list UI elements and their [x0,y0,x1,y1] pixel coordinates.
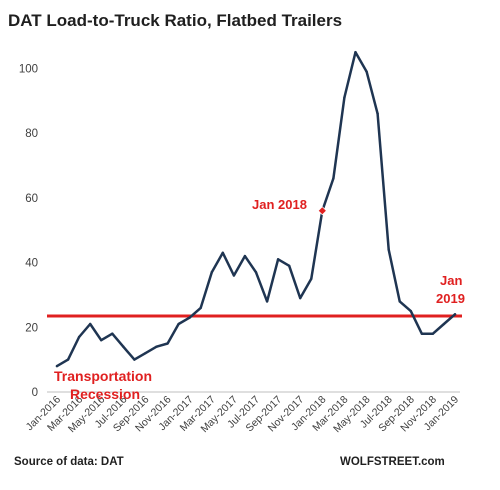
data-point-feb-2017 [199,306,202,310]
data-point-may-2017 [232,274,236,277]
data-point-may-2018 [365,70,368,73]
annotation-recession-line1: Transportation [54,368,152,384]
y-tick-label: 100 [19,63,38,75]
data-point-jan-2017 [188,316,191,319]
data-point-jan-2016 [55,364,59,368]
data-point-sep-2018 [409,309,412,313]
data-point-nov-2017 [299,296,302,300]
data-point-jun-2018 [376,112,379,115]
data-point-jul-2016 [122,345,125,348]
data-point-sep-2016 [144,351,147,355]
data-point-jan-2019 [453,313,457,316]
data-point-apr-2017 [221,251,225,255]
data-point-may-2016 [100,339,103,342]
data-point-dec-2017 [310,277,313,280]
data-point-oct-2017 [287,264,291,267]
y-tick-label: 80 [25,128,38,140]
data-point-aug-2018 [398,300,401,303]
data-point-oct-2016 [155,345,158,348]
brand-name: WOLFSTREET.com [340,456,445,468]
y-tick-label: 40 [25,258,38,270]
annotation-jan-2019-line1: Jan [440,273,462,288]
annotation-jan-2019-line2: 2019 [436,291,465,306]
data-point-aug-2016 [133,358,136,361]
data-point-oct-2018 [420,332,424,335]
annotation-jan-2018: Jan 2018 [252,197,307,212]
data-point-jul-2017 [254,271,258,274]
y-axis: 0 20 40 60 80 100 [19,63,38,399]
data-point-nov-2018 [431,332,435,335]
data-point-apr-2018 [354,50,357,54]
annotation-recession-line2: Recession [70,386,140,402]
data-point-mar-2018 [343,96,346,99]
y-tick-label: 0 [32,387,38,399]
data-point-apr-2016 [88,322,92,326]
data-point-feb-2018 [332,177,335,180]
source-note: Source of data: DAT [14,456,124,468]
data-point-feb-2016 [66,358,70,361]
highlight-marker-jan-2018 [317,206,327,216]
data-point-mar-2017 [210,271,213,274]
data-point-dec-2018 [442,322,446,326]
y-tick-label: 60 [25,193,38,205]
data-point-sep-2017 [276,258,280,261]
data-point-jun-2017 [243,254,247,258]
y-tick-label: 20 [25,322,38,334]
data-point-aug-2017 [265,300,269,303]
data-point-nov-2016 [166,342,169,345]
data-point-jun-2016 [111,332,114,335]
series-points [55,50,457,368]
chart-title: DAT Load-to-Truck Ratio, Flatbed Trailer… [8,11,342,30]
data-point-dec-2016 [177,322,180,326]
data-point-mar-2016 [77,335,81,339]
data-point-jul-2018 [387,248,390,251]
